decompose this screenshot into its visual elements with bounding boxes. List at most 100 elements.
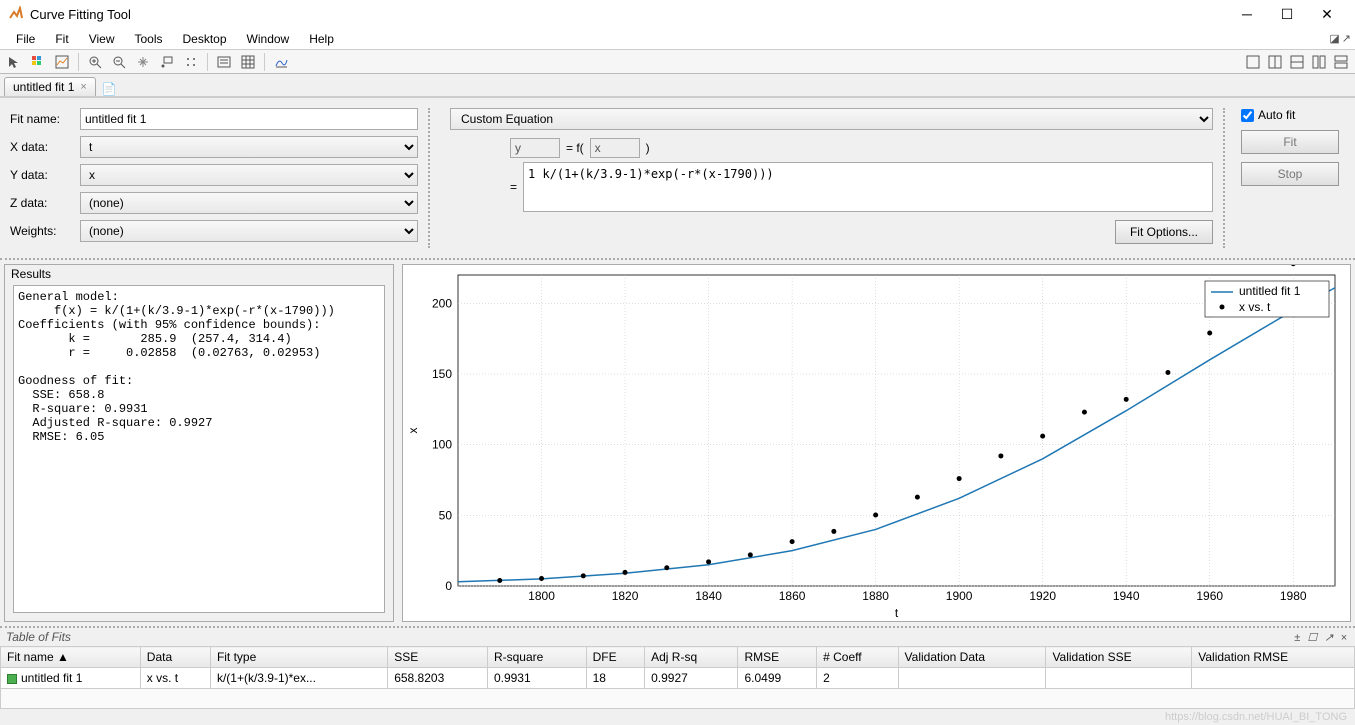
menu-tools[interactable]: Tools [124, 30, 172, 48]
svg-text:x vs. t: x vs. t [1239, 300, 1271, 314]
svg-text:1880: 1880 [862, 589, 889, 603]
svg-text:200: 200 [432, 296, 452, 310]
table-cell-11 [1192, 668, 1355, 689]
table-of-fits-panel: Table of Fits ± ☐ ↗ × Fit name ▲DataFit … [0, 626, 1355, 709]
table-col-9[interactable]: Validation Data [898, 647, 1046, 668]
results-header: Results [5, 265, 393, 283]
fit-button[interactable]: Fit [1241, 130, 1339, 154]
close-button[interactable]: ✕ [1307, 0, 1347, 28]
config-panel: Fit name: X data:t Y data:x Z data:(none… [0, 98, 1355, 260]
table-cell-8: 2 [817, 668, 898, 689]
exclude-icon[interactable] [181, 52, 201, 72]
eq-close-label: ) [646, 141, 650, 155]
undock-icon[interactable]: ↗ [1342, 32, 1351, 45]
ydata-select[interactable]: x [80, 164, 418, 186]
table-col-5[interactable]: DFE [586, 647, 645, 668]
legend-icon[interactable] [214, 52, 234, 72]
weights-label: Weights: [10, 224, 80, 238]
stop-button[interactable]: Stop [1241, 162, 1339, 186]
table-col-3[interactable]: SSE [388, 647, 488, 668]
table-col-6[interactable]: Adj R-sq [645, 647, 738, 668]
menu-file[interactable]: File [6, 30, 45, 48]
zdata-label: Z data: [10, 196, 80, 210]
fit-options-button[interactable]: Fit Options... [1115, 220, 1213, 244]
svg-text:1840: 1840 [695, 589, 722, 603]
tab-close-icon[interactable]: × [80, 81, 86, 93]
zdata-select[interactable]: (none) [80, 192, 418, 214]
menu-fit[interactable]: Fit [45, 30, 78, 48]
svg-text:150: 150 [432, 367, 452, 381]
dock-icon[interactable]: ◪ [1329, 32, 1339, 45]
table-cell-6: 0.9927 [645, 668, 738, 689]
minimize-button[interactable]: ─ [1227, 0, 1267, 28]
menu-desktop[interactable]: Desktop [173, 30, 237, 48]
fit-chart: 1800182018401860188019001920194019601980… [403, 265, 1350, 621]
xdata-select[interactable]: t [80, 136, 418, 158]
table-header: Table of Fits [6, 630, 71, 644]
table-cell-3: 658.8203 [388, 668, 488, 689]
table-header-row: Fit name ▲DataFit typeSSER-squareDFEAdj … [1, 647, 1355, 668]
yvar-input[interactable] [510, 138, 560, 158]
layout4-icon[interactable] [1309, 52, 1329, 72]
weights-select[interactable]: (none) [80, 220, 418, 242]
svg-text:t: t [895, 606, 899, 620]
table-col-2[interactable]: Fit type [210, 647, 387, 668]
tabbar: untitled fit 1 × 📄 [0, 74, 1355, 98]
data-selection-panel: Fit name: X data:t Y data:x Z data:(none… [10, 108, 430, 248]
pointer-icon[interactable] [4, 52, 24, 72]
residuals-icon[interactable] [271, 52, 291, 72]
menu-help[interactable]: Help [299, 30, 344, 48]
fit-tab[interactable]: untitled fit 1 × [4, 77, 96, 96]
results-text: General model: f(x) = k/(1+(k/3.9-1)*exp… [13, 285, 385, 613]
chart-panel[interactable]: 1800182018401860188019001920194019601980… [402, 264, 1351, 622]
layout1-icon[interactable] [1243, 52, 1263, 72]
svg-text:0: 0 [445, 579, 452, 593]
zoom-out-icon[interactable] [109, 52, 129, 72]
eq-eq-label: = [510, 180, 517, 194]
toolbar [0, 50, 1355, 74]
fitname-label: Fit name: [10, 112, 80, 126]
fit-controls-panel: Auto fit Fit Stop [1235, 108, 1345, 248]
svg-text:untitled fit 1: untitled fit 1 [1239, 284, 1301, 298]
ydata-label: Y data: [10, 168, 80, 182]
table-col-8[interactable]: # Coeff [817, 647, 898, 668]
layout3-icon[interactable] [1287, 52, 1307, 72]
table-row[interactable]: untitled fit 1x vs. tk/(1+(k/3.9-1)*ex..… [1, 668, 1355, 689]
layout2-icon[interactable] [1265, 52, 1285, 72]
palette-icon[interactable] [28, 52, 48, 72]
grid-icon[interactable] [238, 52, 258, 72]
tab-label: untitled fit 1 [13, 80, 74, 94]
fittype-select[interactable]: Custom Equation [450, 108, 1213, 130]
fitname-input[interactable] [80, 108, 418, 130]
menu-window[interactable]: Window [237, 30, 300, 48]
window-title: Curve Fitting Tool [30, 7, 131, 22]
plot-icon[interactable] [52, 52, 72, 72]
svg-text:1980: 1980 [1280, 589, 1307, 603]
table-col-1[interactable]: Data [140, 647, 210, 668]
table-cell-4: 0.9931 [487, 668, 586, 689]
svg-text:1860: 1860 [779, 589, 806, 603]
watermark: https://blog.csdn.net/HUAI_BI_TONG [0, 709, 1355, 725]
equation-input[interactable]: 1 k/(1+(k/3.9-1)*exp(-r*(x-1790))) [523, 162, 1213, 212]
table-col-0[interactable]: Fit name ▲ [1, 647, 141, 668]
matlab-logo-icon [8, 6, 24, 22]
new-tab-icon[interactable]: 📄 [102, 82, 117, 96]
svg-text:1800: 1800 [528, 589, 555, 603]
layout5-icon[interactable] [1331, 52, 1351, 72]
main-area: Results General model: f(x) = k/(1+(k/3.… [0, 260, 1355, 626]
table-col-10[interactable]: Validation SSE [1046, 647, 1192, 668]
table-col-4[interactable]: R-square [487, 647, 586, 668]
xvar-input[interactable] [590, 138, 640, 158]
maximize-button[interactable]: ☐ [1267, 0, 1307, 28]
zoom-in-icon[interactable] [85, 52, 105, 72]
pan-icon[interactable] [133, 52, 153, 72]
datatip-icon[interactable] [157, 52, 177, 72]
table-dock-icons[interactable]: ± ☐ ↗ × [1294, 631, 1349, 644]
eq-f-label: = f( [566, 141, 584, 155]
results-panel: Results General model: f(x) = k/(1+(k/3.… [4, 264, 394, 622]
menu-view[interactable]: View [79, 30, 125, 48]
table-col-11[interactable]: Validation RMSE [1192, 647, 1355, 668]
autofit-checkbox[interactable]: Auto fit [1241, 108, 1339, 122]
table-col-7[interactable]: RMSE [738, 647, 817, 668]
table-cell-7: 6.0499 [738, 668, 817, 689]
